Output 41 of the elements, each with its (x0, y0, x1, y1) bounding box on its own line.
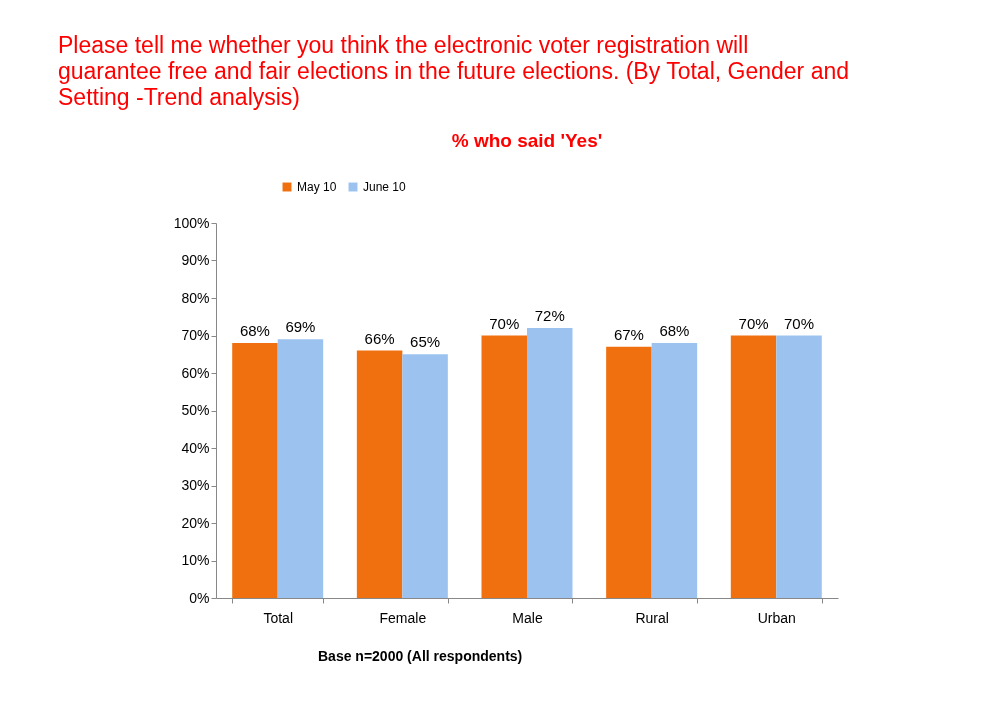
y-tick-label: 70% (181, 327, 210, 343)
bar (527, 328, 573, 598)
y-tick-label: 10% (181, 552, 210, 568)
text: Base n=2000 (All respondents) (318, 648, 523, 664)
data-label: 72% (534, 307, 565, 324)
y-tick-label: 50% (181, 402, 210, 418)
chart-title: Please tell me whether you think the electronic voter registration will guarantee free and fair elections in the future elections. (By Total, Gender and Setting -Trend analysis) (58, 32, 850, 110)
bar (402, 354, 448, 598)
y-tick-label: 90% (181, 252, 210, 268)
y-tick-label: 30% (181, 477, 210, 493)
y-tick-label: 60% (181, 364, 210, 381)
y-tick-label: 80% (181, 289, 210, 306)
y-tick-label: 100% (173, 214, 210, 231)
data-label: 66% (364, 329, 395, 347)
x-tick-label: Total (263, 609, 293, 626)
data-label: 69% (285, 318, 316, 336)
bar (277, 339, 324, 598)
x-tick-label: Male (512, 609, 543, 626)
bar (776, 335, 822, 598)
data-label: 67% (613, 325, 644, 343)
data-label: 65% (410, 333, 441, 351)
x-tick-label: Rural (635, 609, 669, 626)
data-label: 68% (659, 322, 690, 339)
bar (606, 346, 652, 598)
bar (356, 350, 403, 598)
legend-label: June 10 (363, 180, 407, 194)
data-label: 70% (489, 314, 520, 332)
y-tick-label: 20% (181, 514, 210, 531)
legend-label: May 10 (297, 180, 337, 194)
data-label: 68% (239, 322, 270, 339)
bar (651, 343, 698, 598)
bar (232, 343, 278, 598)
data-label: 70% (784, 314, 815, 332)
y-tick-label: 40% (181, 439, 210, 456)
data-label: 70% (738, 314, 769, 332)
bar (730, 335, 777, 598)
bar (481, 335, 527, 598)
y-tick-label: 0% (189, 589, 210, 606)
x-tick-label: Urban (757, 609, 796, 626)
x-tick-label: Female (379, 609, 427, 626)
chart-subtitle: % who said 'Yes' (451, 130, 603, 151)
